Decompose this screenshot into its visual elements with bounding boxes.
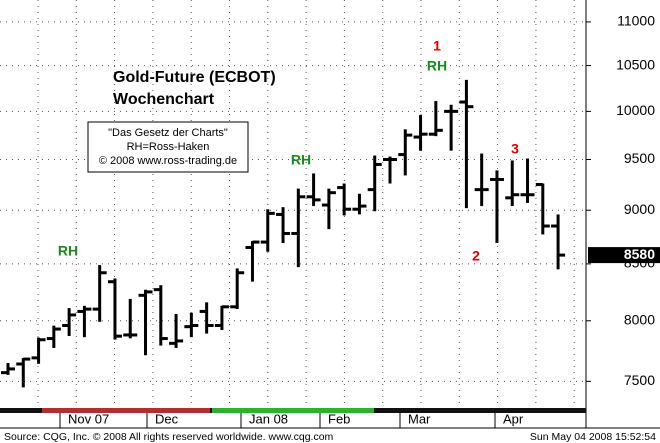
y-tick-label: 7500 <box>624 372 655 388</box>
period-strip <box>42 408 210 413</box>
y-tick-label: 10500 <box>616 56 655 72</box>
y-tick-label: 9000 <box>624 201 655 217</box>
note-line: © 2008 www.ross-trading.de <box>99 155 237 167</box>
last-price: 8580 <box>624 246 655 262</box>
annotation: RH <box>58 243 78 259</box>
period-strip <box>212 408 374 413</box>
note-line: "Das Gesetz der Charts" <box>108 127 228 139</box>
chart-subtitle: Wochenchart <box>113 91 215 108</box>
x-tick-label: Feb <box>328 411 350 426</box>
note-box <box>87 121 249 173</box>
x-tick-label: Jan 08 <box>249 411 288 426</box>
annotation: RH <box>291 152 311 168</box>
bars <box>1 79 566 388</box>
note-line: RH=Ross-Haken <box>127 141 210 153</box>
annotation: 3 <box>511 141 519 157</box>
x-tick-label: Dec <box>155 411 179 426</box>
annotation: 2 <box>472 248 480 264</box>
y-tick-label: 8000 <box>624 311 655 327</box>
y-tick-label: 10000 <box>616 102 655 118</box>
x-tick-label: Nov 07 <box>68 411 109 426</box>
y-tick-label: 9500 <box>624 150 655 166</box>
annotation: RH <box>427 58 447 74</box>
x-tick-label: Mar <box>408 411 431 426</box>
annotation: 1 <box>433 38 441 54</box>
chart-title: Gold-Future (ECBOT) <box>113 69 276 86</box>
source: Source: CQG, Inc. © 2008 All rights rese… <box>4 431 334 443</box>
timestamp: Sun May 04 2008 15:52:54 <box>530 431 656 443</box>
y-tick-label: 11000 <box>617 13 655 29</box>
x-tick-label: Apr <box>503 411 524 426</box>
last-price-box <box>588 247 660 264</box>
